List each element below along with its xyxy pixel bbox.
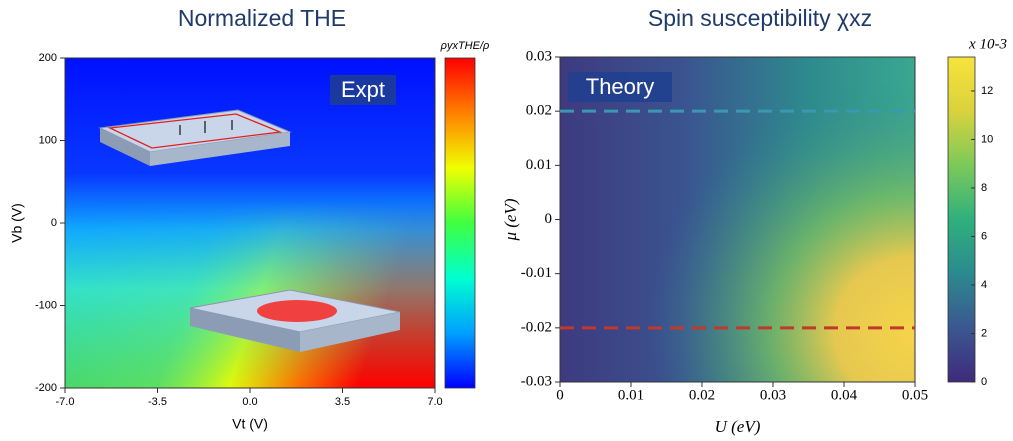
y-tick-label: 100 bbox=[39, 134, 57, 146]
heatmap-field bbox=[560, 57, 915, 382]
y-tick-label: 0 bbox=[545, 211, 553, 227]
x-tick-label: 0.01 bbox=[618, 387, 644, 403]
y-axis-label: μ (eV) bbox=[501, 198, 520, 241]
colorbar-label: ρyxTHE/ρ bbox=[440, 40, 490, 52]
x-tick-label: 0.03 bbox=[760, 387, 786, 403]
colorbar-tick-label: 12 bbox=[981, 85, 993, 97]
colorbar-tick-label: 2 bbox=[981, 327, 987, 339]
y-tick-label: 0 bbox=[51, 217, 57, 229]
colorbar bbox=[948, 57, 975, 382]
colorbar bbox=[445, 58, 475, 388]
y-tick-label: 0.02 bbox=[526, 103, 552, 119]
colorbar-tick-label: 8 bbox=[981, 182, 987, 194]
annotation: Expt bbox=[341, 77, 385, 102]
x-tick-label: 3.5 bbox=[335, 396, 350, 408]
chart-title: Spin susceptibility χxz bbox=[648, 5, 872, 31]
y-tick-label: 0.01 bbox=[526, 157, 552, 173]
x-tick-label: 0.0 bbox=[242, 396, 257, 408]
y-tick-label: -0.01 bbox=[521, 265, 552, 281]
colorbar-tick-label: 4 bbox=[981, 279, 987, 291]
colorbar-tick-label: 6 bbox=[981, 230, 987, 242]
figure: Normalized THE -7.0 -3.5 0.0 3.5 7.0 -200 -100 0… bbox=[0, 0, 1013, 441]
x-axis-label: Vt (V) bbox=[232, 416, 268, 432]
chart-title: Normalized THE bbox=[178, 5, 346, 31]
y-tick-label: 0.03 bbox=[526, 48, 552, 64]
x-tick-label: -7.0 bbox=[56, 396, 75, 408]
y-tick-label: -200 bbox=[35, 382, 57, 394]
colorbar-label: x 10-3 bbox=[968, 36, 1007, 52]
annotation: Theory bbox=[586, 74, 654, 99]
x-tick-label: 0.04 bbox=[831, 387, 858, 403]
y-tick-label: -100 bbox=[35, 299, 57, 311]
x-tick-label: -3.5 bbox=[148, 396, 167, 408]
x-tick-label: 0.02 bbox=[689, 387, 715, 403]
x-tick-label: 0.05 bbox=[902, 387, 928, 403]
y-axis-label: Vb (V) bbox=[9, 203, 25, 243]
colorbar-tick-label: 10 bbox=[981, 133, 993, 145]
x-tick-label: 7.0 bbox=[427, 396, 442, 408]
y-tick-label: -0.02 bbox=[521, 319, 552, 335]
y-tick-label: 200 bbox=[39, 52, 57, 64]
y-tick-label: -0.03 bbox=[521, 373, 552, 389]
colorbar-tick-label: 0 bbox=[981, 376, 987, 388]
x-tick-label: 0 bbox=[556, 387, 564, 403]
x-axis-label: U (eV) bbox=[715, 417, 761, 436]
